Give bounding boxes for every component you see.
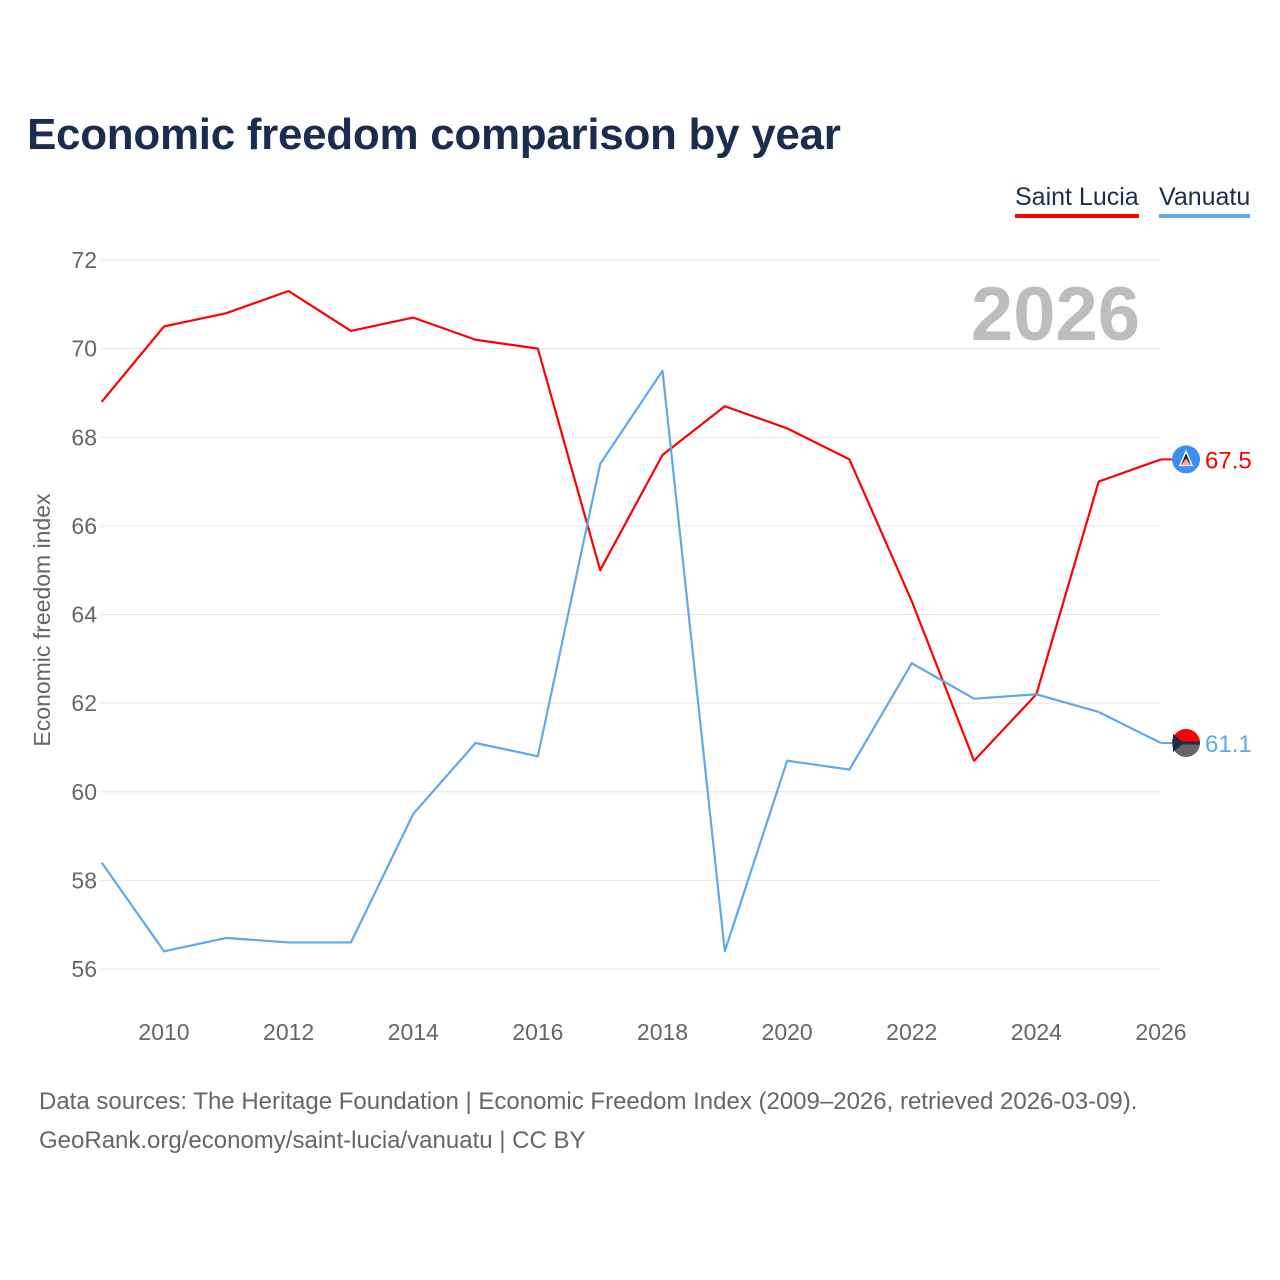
legend-item-vanuatu[interactable]: Vanuatu — [1159, 183, 1251, 218]
x-tick-label: 2024 — [1011, 1019, 1062, 1045]
source-link[interactable]: GeoRank.org/economy/saint-lucia/vanuatu … — [39, 1127, 586, 1154]
y-tick-label: 70 — [71, 336, 97, 362]
x-tick-label: 2020 — [762, 1019, 813, 1045]
x-tick-label: 2026 — [1135, 1019, 1186, 1045]
x-tick-label: 2012 — [263, 1019, 314, 1045]
x-tick-label: 2016 — [512, 1019, 563, 1045]
series-line-vanuatu — [100, 369, 1162, 953]
y-tick-label: 66 — [71, 513, 97, 539]
y-tick-label: 64 — [71, 602, 97, 628]
legend-item-saint-lucia[interactable]: Saint Lucia — [1015, 183, 1139, 218]
x-tick-label: 2018 — [637, 1019, 688, 1045]
line-chart: 2026 56 58 60 62 64 66 68 70 72 2010 2012 2014 2016 20… — [29, 247, 1252, 1045]
x-tick-label: 2014 — [388, 1019, 439, 1045]
y-tick-label: 72 — [71, 247, 97, 273]
y-tick-label: 58 — [71, 867, 97, 893]
y-tick-label: 56 — [71, 956, 97, 982]
end-value-label: 61.1 — [1205, 731, 1252, 758]
x-tick-label: 2022 — [886, 1019, 937, 1045]
y-tick-label: 62 — [71, 690, 97, 716]
year-watermark: 2026 — [971, 272, 1140, 357]
x-tick-label: 2010 — [138, 1019, 189, 1045]
y-tick-label: 60 — [71, 779, 97, 805]
flag-triangle-inner-icon — [1181, 458, 1191, 466]
end-value-label: 67.5 — [1205, 447, 1252, 474]
series-line-saint-lucia — [100, 289, 1162, 762]
source-note: Data sources: The Heritage Foundation | … — [39, 1088, 1138, 1115]
chart-title: Economic freedom comparison by year — [27, 110, 841, 159]
flag-chevron-icon — [1173, 734, 1184, 753]
y-axis-label: Economic freedom index — [29, 493, 55, 747]
y-tick-label: 68 — [71, 424, 97, 450]
